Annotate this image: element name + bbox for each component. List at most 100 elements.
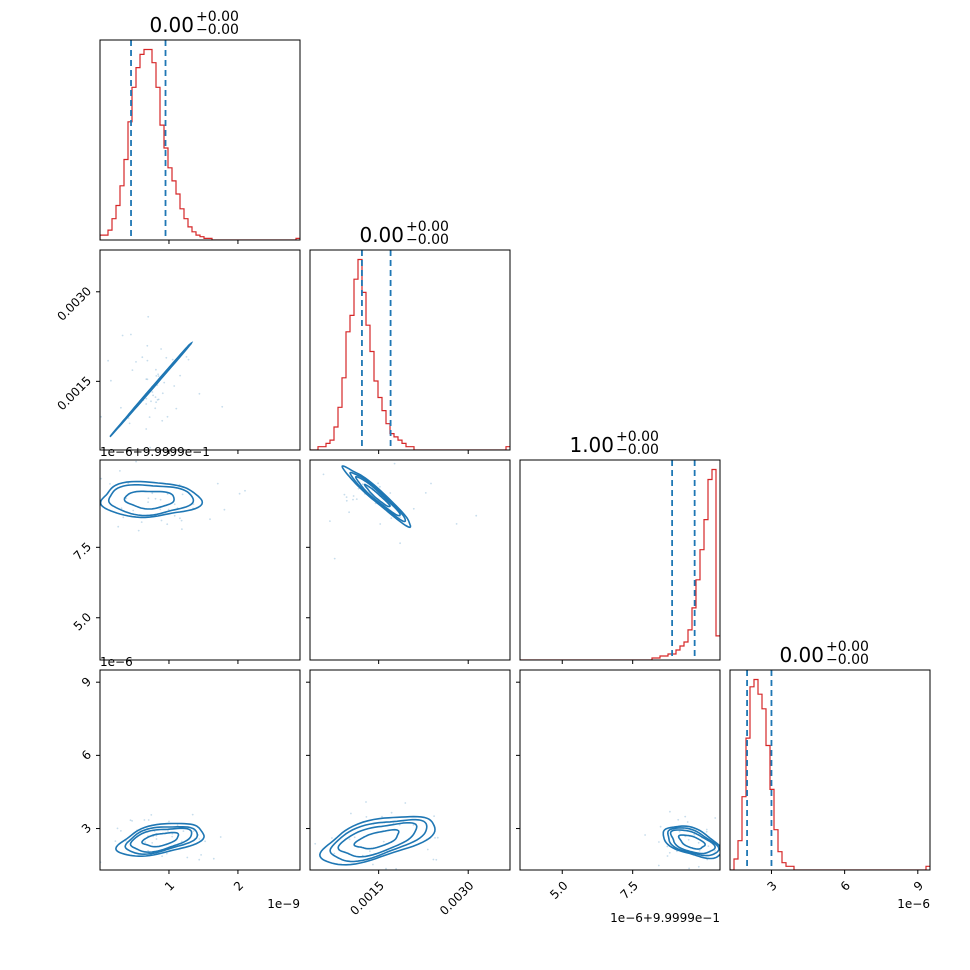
sample-point xyxy=(125,497,128,500)
sample-point xyxy=(154,407,157,410)
sample-point xyxy=(180,519,183,522)
sample-point xyxy=(107,359,109,362)
sample-point xyxy=(308,806,310,808)
sample-point xyxy=(155,401,158,404)
panel-frame xyxy=(99,39,301,241)
sample-point xyxy=(745,835,747,837)
sample-point xyxy=(204,840,207,843)
x-tick-label: 9 xyxy=(911,878,926,893)
panel-frame xyxy=(309,669,511,871)
sample-point xyxy=(705,828,708,831)
title-plus: +0.00 xyxy=(826,639,869,655)
sample-point xyxy=(89,415,91,417)
sample-point xyxy=(135,460,138,463)
sample-point xyxy=(374,458,376,460)
sample-point xyxy=(192,503,195,505)
x-tick-label: 5.0 xyxy=(547,878,570,901)
y-tick-label: 0.0030 xyxy=(55,284,95,324)
sample-point xyxy=(127,417,130,419)
contour-level xyxy=(677,834,706,850)
title-value: 0.00 xyxy=(359,223,404,247)
panel-2-2 xyxy=(519,459,721,664)
sample-point xyxy=(146,344,149,347)
sample-point xyxy=(182,830,185,832)
sample-point xyxy=(322,473,325,476)
contour-level xyxy=(141,831,180,848)
panel-title-3: 0.00 +0.00−0.00 xyxy=(779,639,868,668)
sample-point xyxy=(163,381,166,384)
sample-point xyxy=(403,456,405,458)
sample-point xyxy=(377,482,379,485)
sample-point xyxy=(352,495,355,497)
panel-frame xyxy=(99,669,301,871)
sample-point xyxy=(146,359,149,362)
sample-point xyxy=(165,356,168,359)
sample-point xyxy=(365,816,368,818)
title-minus: −0.00 xyxy=(616,442,659,458)
y-tick-label: 6 xyxy=(79,748,94,763)
panel-2-0: 5.0 7.5 xyxy=(71,459,301,664)
sample-point xyxy=(135,361,137,363)
sample-point xyxy=(432,858,435,861)
panel-1-0: 0.0015 0.0030 xyxy=(55,249,301,454)
histogram-series xyxy=(310,258,510,450)
panel-content xyxy=(644,810,747,870)
sample-point xyxy=(669,810,671,813)
panel-frame xyxy=(99,249,301,451)
panel-1-1 xyxy=(309,249,511,454)
sample-point xyxy=(395,868,397,870)
sample-point xyxy=(297,894,299,896)
sample-point xyxy=(307,837,309,839)
x0-offset-label: 1e−9 xyxy=(267,897,300,911)
panel-content xyxy=(100,813,222,886)
sample-point xyxy=(116,827,119,830)
sample-point xyxy=(146,378,149,381)
sample-point xyxy=(131,369,134,371)
sample-point xyxy=(168,820,170,823)
sample-point xyxy=(180,840,183,843)
title-value: 0.00 xyxy=(149,13,194,37)
contour-level xyxy=(123,490,175,510)
sample-point xyxy=(345,499,348,502)
contour-level xyxy=(354,475,401,517)
sample-point xyxy=(369,850,371,853)
sample-point xyxy=(216,482,219,485)
panel-3-2: 5.0 7.5 xyxy=(516,669,747,902)
sample-point xyxy=(678,830,681,833)
sample-point xyxy=(368,877,370,879)
sample-point xyxy=(147,849,150,852)
panel-title-1: 0.00 +0.00−0.00 xyxy=(359,219,448,248)
sample-point xyxy=(426,848,429,851)
sample-point xyxy=(297,520,299,522)
sample-point xyxy=(161,855,164,858)
sample-point xyxy=(100,477,103,480)
sample-point xyxy=(173,503,176,506)
sample-point xyxy=(120,406,122,409)
sample-point xyxy=(141,884,143,886)
sample-point xyxy=(151,391,154,393)
sample-point xyxy=(143,819,146,821)
sample-point xyxy=(379,523,382,525)
sample-point xyxy=(181,493,184,496)
sample-point xyxy=(100,415,102,418)
panel-title-0: 0.00 +0.00−0.00 xyxy=(149,9,238,38)
contour-level xyxy=(115,822,205,857)
sample-point xyxy=(140,521,143,523)
contour-level xyxy=(337,822,418,858)
sample-point xyxy=(154,396,157,398)
sample-point xyxy=(155,375,158,377)
contour-level xyxy=(341,465,412,529)
sample-point xyxy=(171,835,174,838)
sample-point xyxy=(145,428,148,430)
contour-level xyxy=(318,815,436,866)
sample-point xyxy=(179,517,181,520)
sample-point xyxy=(119,470,121,472)
contour-level xyxy=(100,480,204,519)
panel-content xyxy=(100,460,246,532)
y3-offset-label: 1e−6 xyxy=(100,655,133,669)
sample-point xyxy=(389,492,392,494)
sample-point xyxy=(361,483,364,486)
sample-point xyxy=(155,368,157,371)
x-tick-label: 7.5 xyxy=(618,878,641,901)
title-value: 0.00 xyxy=(779,643,824,667)
